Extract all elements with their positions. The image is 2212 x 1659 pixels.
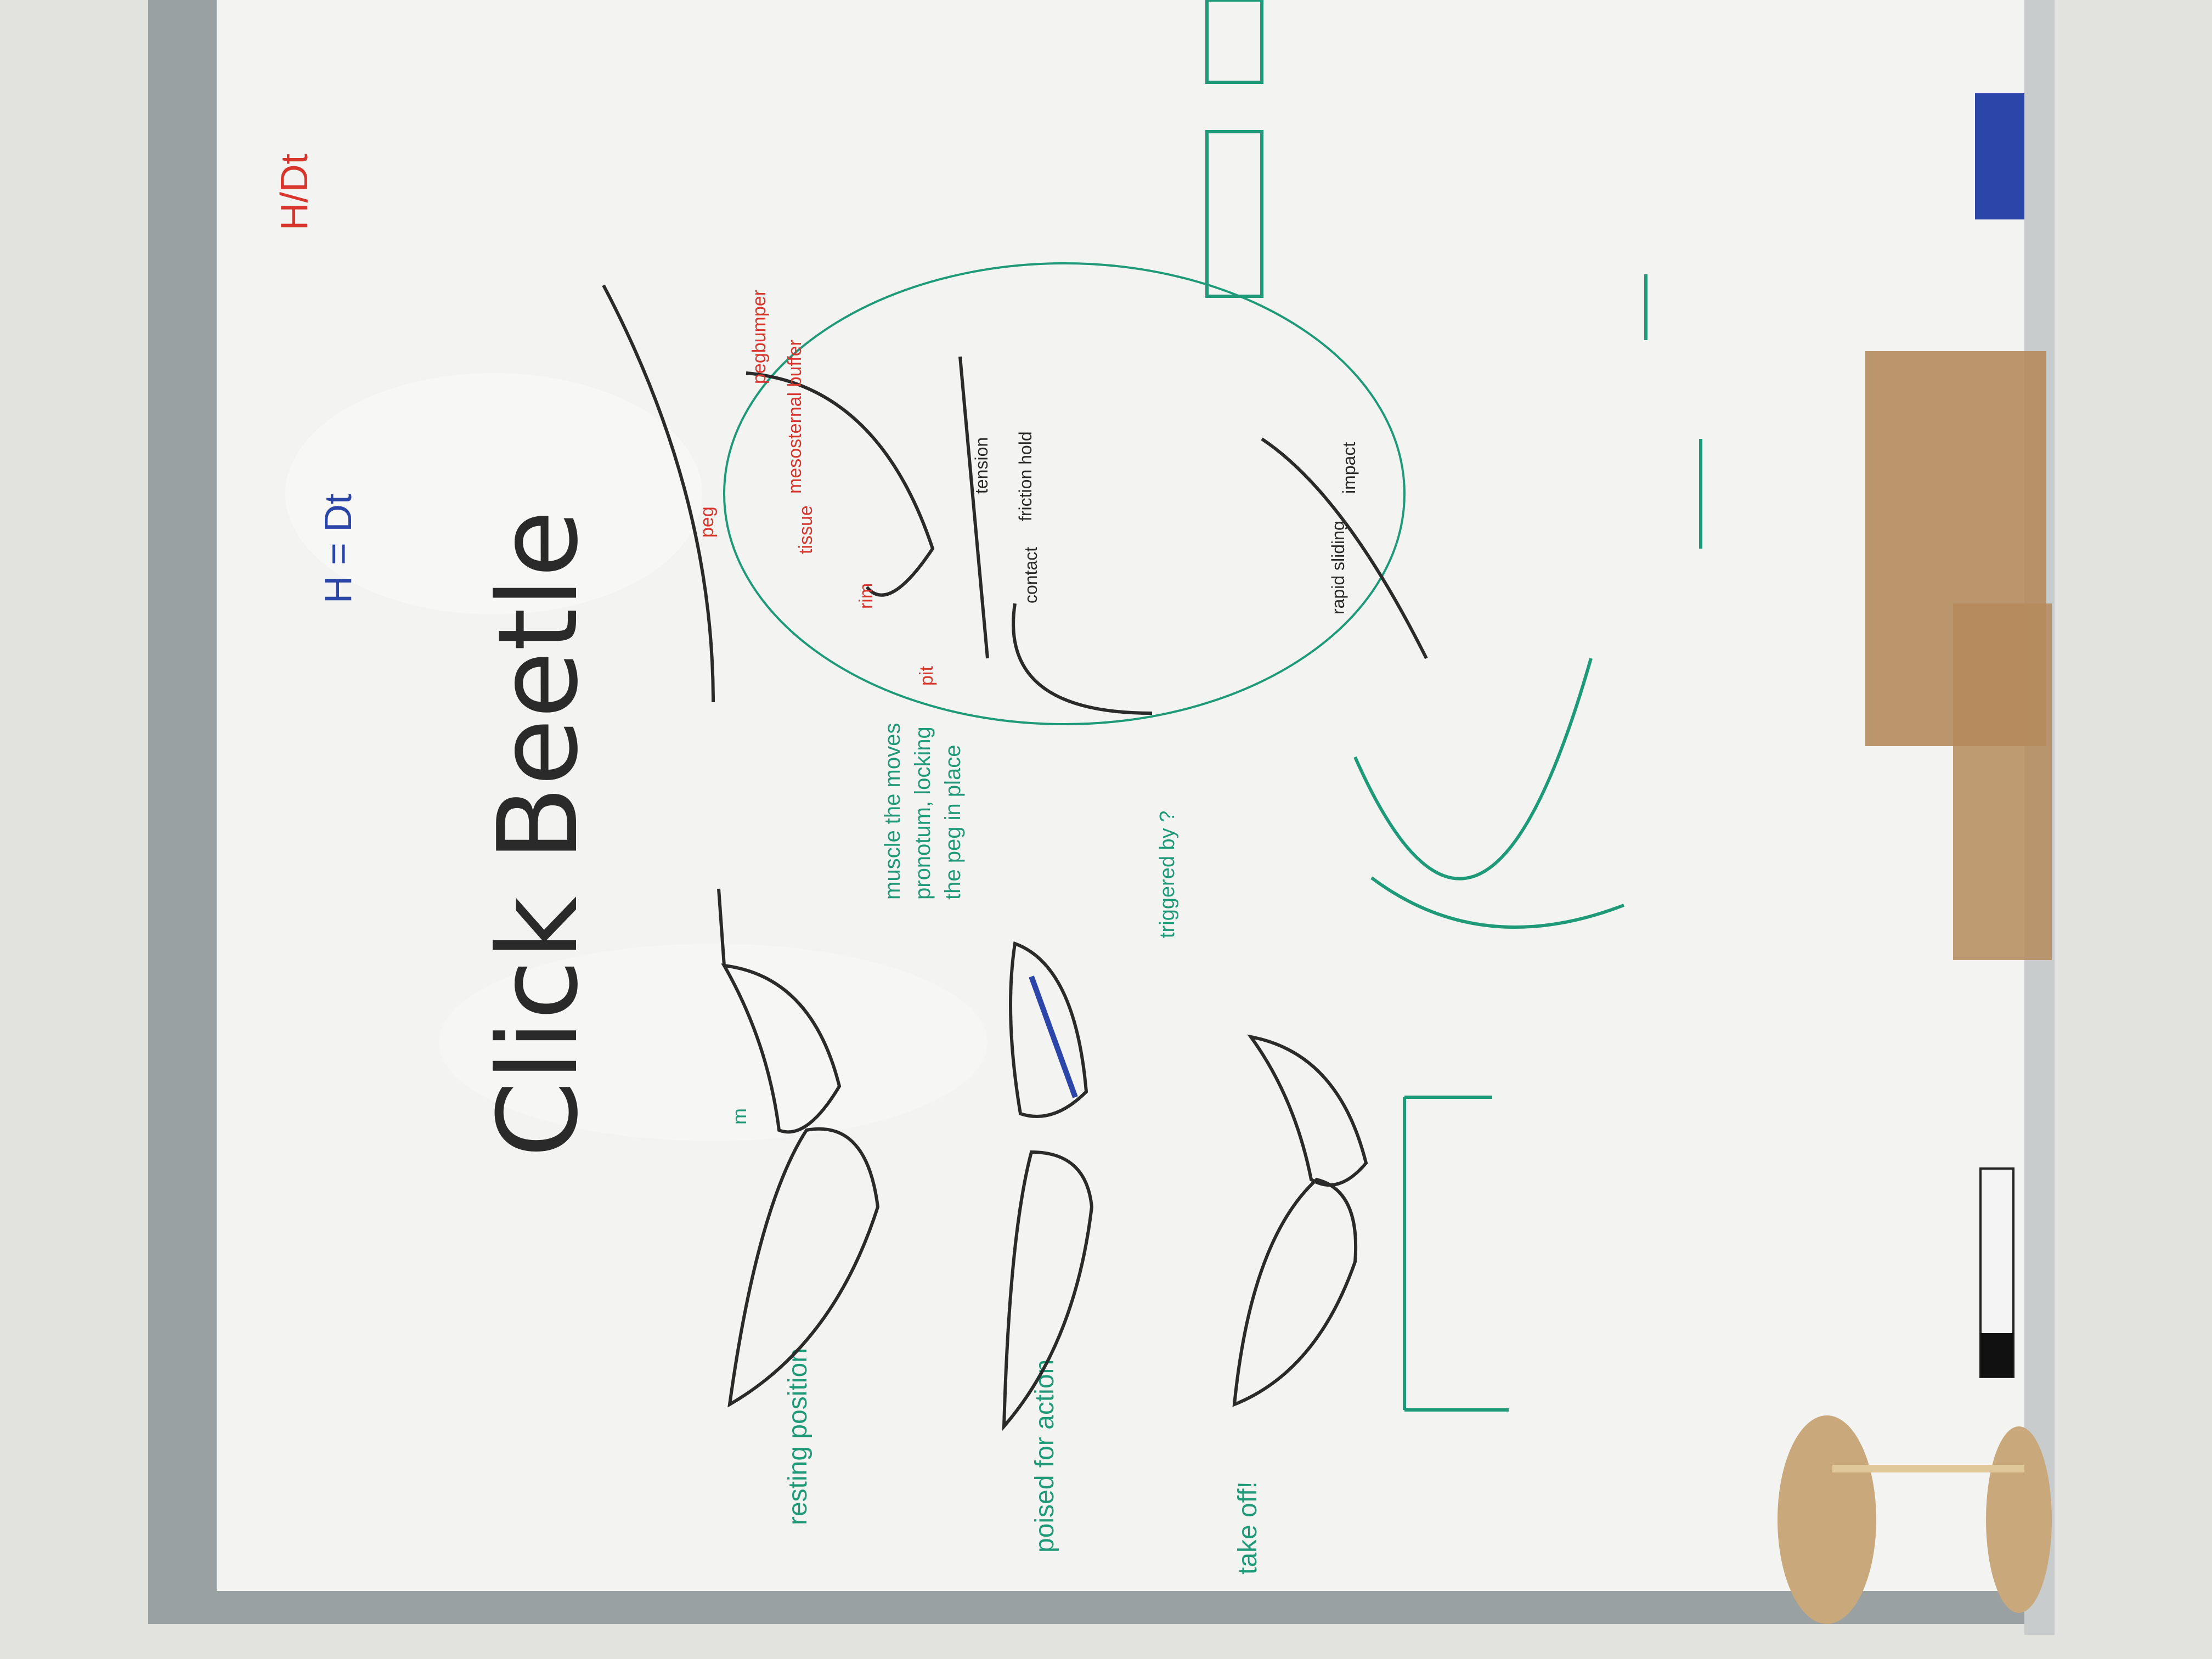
stage-resting: resting position — [783, 1348, 812, 1525]
mechanism-sketch — [602, 284, 1428, 715]
label-pit: pit — [916, 666, 937, 686]
label-peg: peg — [697, 506, 718, 538]
title-group: Click Beetle — [475, 510, 602, 1158]
beetle-poised — [1002, 941, 1094, 1431]
label-contact: contact — [1021, 547, 1041, 603]
label-tension: tension — [972, 437, 991, 494]
equation-red-blue: H = Dt — [317, 494, 359, 603]
label-tissue: tissue — [795, 505, 816, 554]
label-poised: poised for action — [1030, 1359, 1059, 1553]
mechanism-black-labels: tension friction hold contact rapid slid… — [972, 431, 1359, 614]
note-triggered-text: triggered by ? — [1156, 811, 1179, 938]
mechanism-red-labels: peg pegbumper mesosternal buffer pit rim… — [697, 290, 937, 686]
label-mesosternal-buffer: mesosternal buffer — [785, 340, 805, 494]
note-triggered: triggered by ? — [1156, 811, 1179, 938]
wooden-rod — [1832, 1465, 2024, 1472]
glare — [285, 373, 702, 614]
label-resting: resting position — [783, 1348, 812, 1525]
label-pegbumper: pegbumper — [749, 290, 770, 384]
label-rim: rim — [856, 583, 877, 609]
green-graph — [1205, 0, 1702, 929]
label-takeoff: take off! — [1233, 1481, 1262, 1575]
beetle-takeoff — [1232, 1034, 1509, 1412]
note-muscle-line3: the peg in place — [941, 745, 965, 900]
mechanism-outline — [723, 262, 1406, 725]
beetle-resting — [717, 888, 880, 1408]
equation-top: H/Dt — [273, 154, 315, 230]
glare — [439, 944, 988, 1141]
stage-takeoff: take off! — [1233, 1481, 1262, 1575]
note-muscle-line1: muscle the moves — [881, 723, 905, 900]
equation-left: H = Dt — [317, 494, 359, 603]
marker-cap — [1980, 1333, 2013, 1377]
board-surface — [217, 0, 2027, 1591]
note-muscle: muscle the moves pronotum, locking the p… — [881, 723, 965, 900]
equation-top-text: H/Dt — [273, 154, 315, 230]
desk-objects — [1778, 93, 2052, 1624]
label-friction-hold: friction hold — [1015, 431, 1035, 521]
label-rapid-sliding: rapid sliding — [1328, 521, 1348, 614]
cardboard-arm — [1953, 603, 2052, 960]
wooden-disc — [1778, 1415, 1876, 1624]
label-impact: impact — [1339, 442, 1359, 494]
note-muscle-line2: pronotum, locking — [911, 726, 935, 900]
stage-poised: poised for action — [1030, 1359, 1059, 1553]
lego-plate — [1975, 93, 2024, 219]
note-m: m — [728, 1108, 751, 1125]
wooden-disc-right — [1986, 1426, 2052, 1613]
board-title: Click Beetle — [475, 510, 602, 1158]
note-m-text: m — [728, 1108, 751, 1125]
